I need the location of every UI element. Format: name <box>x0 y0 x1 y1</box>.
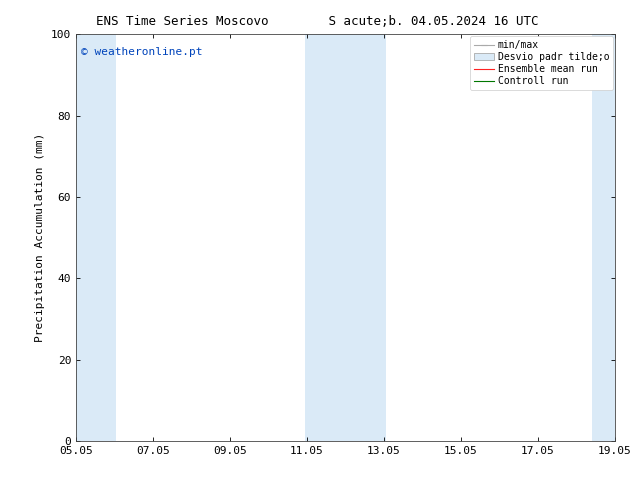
Y-axis label: Precipitation Accumulation (mm): Precipitation Accumulation (mm) <box>36 133 46 343</box>
Legend: min/max, Desvio padr tilde;o, Ensemble mean run, Controll run: min/max, Desvio padr tilde;o, Ensemble m… <box>470 36 613 90</box>
Bar <box>305 34 386 441</box>
Bar <box>592 34 617 441</box>
Text: ENS Time Series Moscovo        S acute;b. 04.05.2024 16 UTC: ENS Time Series Moscovo S acute;b. 04.05… <box>96 15 538 28</box>
Bar <box>74 34 117 441</box>
Text: © weatheronline.pt: © weatheronline.pt <box>81 47 203 56</box>
